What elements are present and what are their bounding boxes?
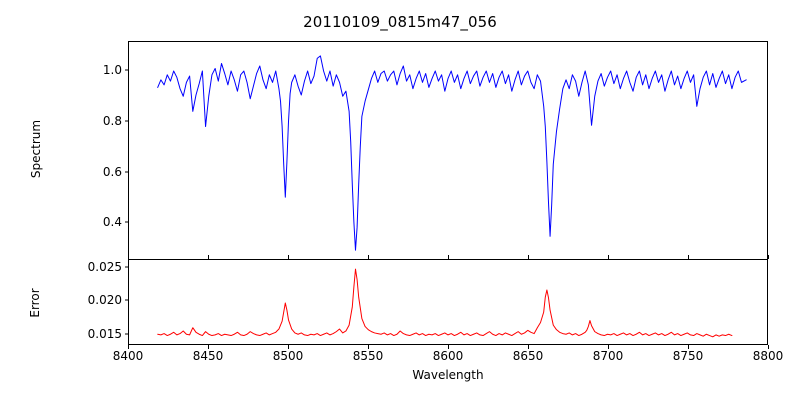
y-tick-mark-spectrum xyxy=(124,171,128,173)
x-tick-mark xyxy=(128,345,129,349)
y-tick-label-error: 0.015 xyxy=(87,326,122,341)
x-tick-mark-spectrum xyxy=(608,255,609,259)
x-tick-label: 8500 xyxy=(272,349,304,363)
spectrum-plot-area xyxy=(129,42,767,259)
x-tick-mark xyxy=(208,345,209,349)
y-tick-label-error: 0.020 xyxy=(87,293,122,308)
x-tick-label: 8550 xyxy=(352,349,384,363)
x-tick-mark-spectrum xyxy=(448,255,449,259)
x-tick-label: 8700 xyxy=(592,349,624,363)
y-tick-label-error: 0.025 xyxy=(87,260,122,274)
error-line xyxy=(158,269,732,337)
x-tick-mark-spectrum xyxy=(768,255,769,259)
x-tick-mark-spectrum xyxy=(128,255,129,259)
error-plot-area xyxy=(129,260,767,344)
y-tick-mark-spectrum xyxy=(124,221,128,223)
x-tick-label: 8400 xyxy=(112,349,144,363)
x-tick-mark-spectrum xyxy=(528,255,529,259)
y-tick-mark-error xyxy=(124,333,128,335)
figure-title: 20110109_0815m47_056 xyxy=(303,13,497,31)
x-tick-mark-spectrum xyxy=(288,255,289,259)
y-tick-mark-error xyxy=(124,299,128,301)
y-tick-mark-error xyxy=(124,266,128,268)
x-tick-label: 8600 xyxy=(432,349,464,363)
y-tick-mark-spectrum xyxy=(124,120,128,122)
x-axis-label: Wavelength xyxy=(412,368,484,382)
y-tick-mark-spectrum xyxy=(124,69,128,71)
x-tick-mark xyxy=(608,345,609,349)
spectrum-line xyxy=(158,56,747,250)
y-tick-label-spectrum: 0.6 xyxy=(102,164,122,179)
x-tick-mark-spectrum xyxy=(688,255,689,259)
x-tick-mark xyxy=(688,345,689,349)
y-tick-label-spectrum: 0.4 xyxy=(102,215,122,230)
x-tick-label: 8800 xyxy=(752,349,784,363)
x-tick-mark xyxy=(448,345,449,349)
x-tick-mark xyxy=(768,345,769,349)
x-tick-mark xyxy=(288,345,289,349)
spectrum-y-axis-label: Spectrum xyxy=(29,119,43,179)
x-tick-mark-spectrum xyxy=(368,255,369,259)
error-y-axis-label: Error xyxy=(28,288,42,318)
error-panel xyxy=(128,259,768,345)
y-tick-label-spectrum: 0.8 xyxy=(102,113,122,128)
x-tick-mark xyxy=(528,345,529,349)
spectrum-panel xyxy=(128,41,768,259)
x-tick-mark xyxy=(368,345,369,349)
x-tick-label: 8450 xyxy=(192,349,224,363)
x-tick-label: 8750 xyxy=(672,349,704,363)
x-tick-label: 8650 xyxy=(512,349,544,363)
y-tick-label-spectrum: 1.0 xyxy=(102,63,122,78)
x-tick-mark-spectrum xyxy=(208,255,209,259)
